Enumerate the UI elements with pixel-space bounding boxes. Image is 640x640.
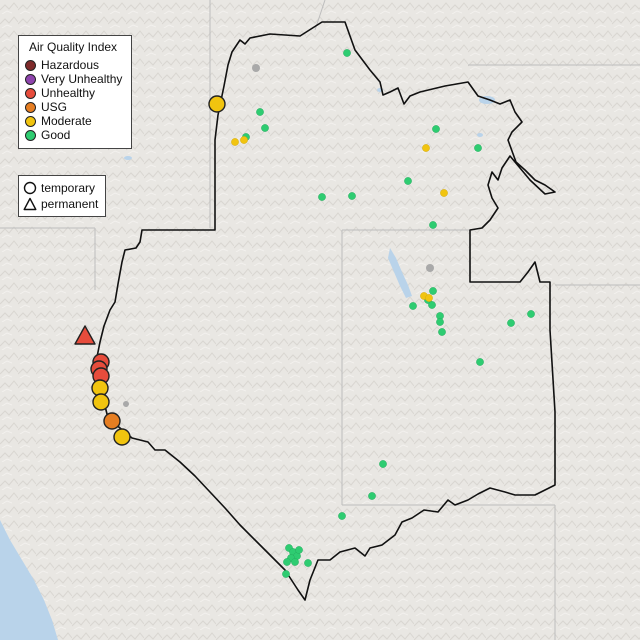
- good-monitor[interactable]: [282, 570, 290, 578]
- usg-swatch: [25, 101, 36, 113]
- monitor-moderate-3: [113, 428, 131, 446]
- legend-item-good: Good: [25, 128, 70, 142]
- hazardous-swatch: [25, 59, 36, 71]
- good-monitor[interactable]: [283, 558, 291, 566]
- good-monitor[interactable]: [436, 318, 444, 326]
- monitor-moderate-2: [92, 393, 110, 411]
- moderate-monitor[interactable]: [440, 189, 448, 197]
- good-monitor[interactable]: [343, 49, 351, 57]
- moderate-monitor[interactable]: [425, 294, 433, 302]
- large-monitors[interactable]: [74, 95, 226, 446]
- good-monitor[interactable]: [291, 558, 299, 566]
- legend-item-unhealthy: Unhealthy: [25, 86, 95, 100]
- triangle-icon: [23, 197, 37, 211]
- good-monitor[interactable]: [338, 512, 346, 520]
- good-monitor[interactable]: [404, 177, 412, 185]
- good-monitor[interactable]: [429, 221, 437, 229]
- water-bodies: [124, 88, 495, 298]
- monitor-moderate-north: [208, 95, 226, 113]
- good-monitor[interactable]: [507, 319, 515, 327]
- good-monitor[interactable]: [348, 192, 356, 200]
- legend-item-permanent: permanent: [23, 197, 98, 211]
- moderate-monitors: [231, 136, 448, 302]
- good-monitor[interactable]: [474, 144, 482, 152]
- good-monitor[interactable]: [409, 302, 417, 310]
- good-monitor[interactable]: [368, 492, 376, 500]
- very-unhealthy-swatch: [25, 73, 36, 85]
- moderate-monitor[interactable]: [422, 144, 430, 152]
- circle-icon: [23, 181, 37, 195]
- good-monitor[interactable]: [304, 559, 312, 567]
- legend-title: Air Quality Index: [29, 40, 118, 54]
- good-monitor[interactable]: [379, 460, 387, 468]
- moderate-monitor[interactable]: [240, 136, 248, 144]
- legend-item-temporary: temporary: [23, 181, 95, 195]
- inactive-sites: [123, 64, 434, 407]
- good-swatch: [25, 129, 36, 141]
- legend-item-moderate: Moderate: [25, 114, 92, 128]
- aqi-legend: Air Quality Index Hazardous Very Unhealt…: [18, 35, 132, 149]
- good-monitor[interactable]: [295, 546, 303, 554]
- legend-item-very-unhealthy: Very Unhealthy: [25, 72, 122, 86]
- legend-item-hazardous: Hazardous: [25, 58, 99, 72]
- good-monitors: [242, 49, 535, 578]
- good-monitor[interactable]: [318, 193, 326, 201]
- good-monitor[interactable]: [527, 310, 535, 318]
- moderate-monitor[interactable]: [231, 138, 239, 146]
- ocean: [0, 520, 58, 640]
- unhealthy-swatch: [25, 87, 36, 99]
- good-monitor[interactable]: [428, 301, 436, 309]
- legend-item-usg: USG: [25, 100, 67, 114]
- good-monitor[interactable]: [476, 358, 484, 366]
- monitor-usg-1: [103, 412, 121, 430]
- good-monitor[interactable]: [256, 108, 264, 116]
- good-monitor[interactable]: [261, 124, 269, 132]
- moderate-swatch: [25, 115, 36, 127]
- monitor-permanent-unhealthy: [74, 325, 96, 345]
- good-monitor[interactable]: [438, 328, 446, 336]
- good-monitor[interactable]: [429, 287, 437, 295]
- monitor-type-legend: temporary permanent: [18, 175, 106, 217]
- good-monitor[interactable]: [432, 125, 440, 133]
